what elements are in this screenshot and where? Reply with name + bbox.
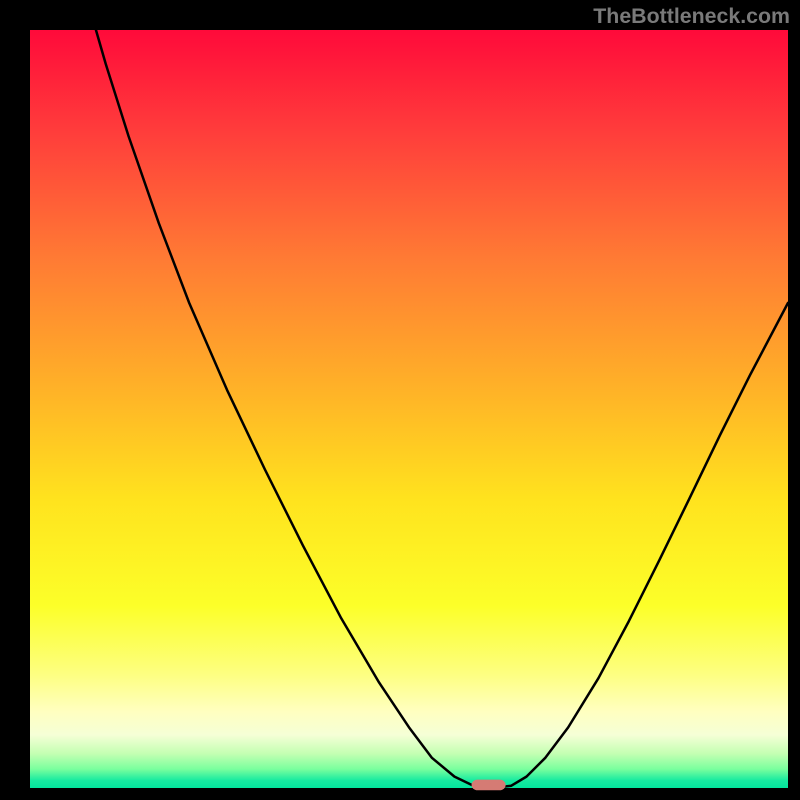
- plot-area: [30, 30, 788, 788]
- bottleneck-chart: TheBottleneck.com: [0, 0, 800, 800]
- chart-svg: [0, 0, 800, 800]
- optimal-marker: [472, 780, 506, 791]
